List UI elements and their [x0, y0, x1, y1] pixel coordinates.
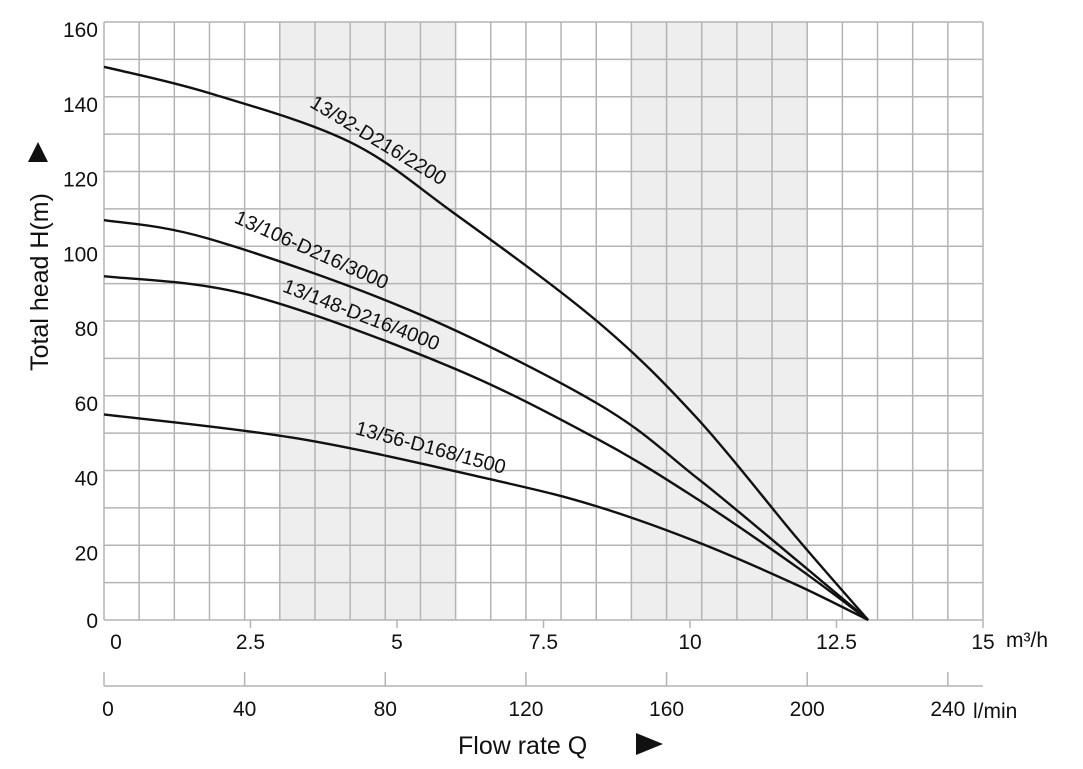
- secondary-x-axis: 0 40 80 120 160 200 240: [102, 672, 983, 721]
- x2-unit-label: l/min: [973, 700, 1017, 723]
- x2-tick-label: 240: [930, 698, 965, 721]
- x-tick-label: 0: [110, 631, 122, 654]
- curves: [103, 65, 870, 622]
- y-tick-label: 80: [75, 318, 98, 341]
- x2-tick-label: 200: [790, 698, 825, 721]
- y-tick-label: 100: [63, 243, 98, 266]
- x-tick-label: 7.5: [529, 631, 558, 654]
- y-tick-label: 120: [63, 169, 98, 192]
- x-tick-label: 15: [971, 631, 994, 654]
- x-axis-title: Flow rate Q: [458, 732, 587, 760]
- x2-tick-label: 0: [102, 698, 114, 721]
- y-tick-label: 60: [75, 393, 98, 416]
- x-tick-label: 5: [391, 631, 403, 654]
- curve-13/56-D168/1500: [103, 413, 869, 622]
- x-tick-label: 12.5: [816, 631, 857, 654]
- y-tick-label: 40: [75, 468, 98, 491]
- x2-tick-label: 160: [649, 698, 684, 721]
- curve-13/148-D216/4000: [103, 274, 869, 621]
- x-unit-label: m³/h: [1006, 629, 1048, 652]
- curve-13/106-D216/3000: [103, 218, 869, 621]
- y-tick-label: 0: [86, 610, 98, 633]
- x-tick-label: 10: [678, 631, 701, 654]
- y-tick-labels: 0 20 40 60 80 100 120 140 160: [63, 19, 98, 633]
- y-tick-label: 160: [63, 19, 98, 42]
- x-tick-labels: 0 2.5 5 7.5 10 12.5 15: [110, 620, 995, 654]
- x-tick-label: 2.5: [236, 631, 265, 654]
- curve-13/92-D216/2200: [103, 65, 870, 621]
- x2-tick-label: 120: [508, 698, 543, 721]
- x2-tick-label: 40: [233, 698, 256, 721]
- x2-tick-label: 80: [374, 698, 397, 721]
- x-axis-arrow-icon: [636, 733, 663, 755]
- grid: [103, 21, 984, 621]
- y-axis-title: Total head H(m): [26, 193, 54, 371]
- y-tick-label: 20: [75, 542, 98, 565]
- y-tick-label: 140: [63, 94, 98, 117]
- y-axis-arrow-icon: [28, 142, 48, 162]
